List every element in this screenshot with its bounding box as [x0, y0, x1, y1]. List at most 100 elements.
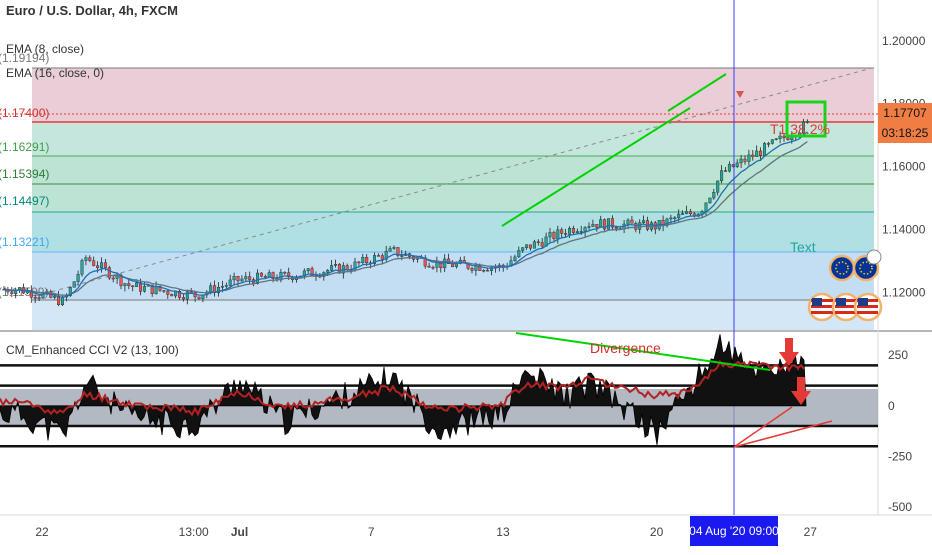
cci-red-line-2[interactable] [733, 406, 793, 448]
candle-body [135, 282, 139, 287]
candle-body [423, 257, 427, 267]
event-count-badge-icon [866, 249, 882, 265]
eu-flag-icon[interactable] [828, 254, 856, 282]
fib-trend-dashed-line[interactable] [35, 67, 873, 297]
candle-body [552, 232, 556, 240]
fib-zone-6 [32, 252, 874, 300]
ema-8-line[interactable] [3, 131, 808, 298]
candle-body [630, 219, 634, 224]
candle-body [99, 262, 103, 268]
candle-body [189, 291, 193, 293]
candle-body [587, 226, 591, 228]
candle-body [107, 267, 111, 279]
candle-body [197, 296, 201, 300]
last-price-tag [878, 103, 932, 123]
candle-body [575, 231, 579, 233]
candle-body [747, 154, 751, 162]
candle-body [263, 276, 267, 278]
candle-body [579, 231, 583, 233]
candle-body [376, 255, 380, 257]
candle-body [513, 256, 517, 261]
candle-body [482, 269, 486, 272]
candle-body [232, 276, 236, 281]
candle-body [478, 265, 482, 271]
candle-body [127, 283, 131, 287]
candle-body [708, 197, 712, 204]
candle-body [33, 297, 37, 299]
candle-body [591, 224, 595, 227]
divergence-label: Divergence [590, 340, 661, 356]
candle-body [564, 233, 568, 235]
candle-body [727, 164, 731, 172]
divergence-line[interactable] [515, 332, 771, 371]
candle-body [185, 291, 189, 300]
cci-signal-line[interactable] [0, 359, 805, 417]
ema-16-line[interactable] [3, 141, 808, 296]
last-price-value: 1.17707 [883, 106, 927, 120]
us-flag-icon[interactable] [807, 292, 837, 322]
candle-body [685, 211, 689, 214]
candle-body [766, 143, 770, 145]
candle-body [37, 297, 41, 299]
time-tick-label: 7 [368, 525, 375, 539]
us-flag-icon[interactable] [853, 292, 883, 322]
candle-body [548, 232, 552, 238]
candle-body [778, 135, 782, 139]
fib-retracement[interactable] [32, 67, 874, 330]
candle-body [306, 268, 310, 272]
time-tick-label: 13 [496, 525, 510, 539]
candle-body [162, 290, 166, 292]
candle-body [610, 218, 614, 228]
candle-body [681, 213, 685, 215]
event-icons[interactable] [807, 249, 883, 322]
text-annotation[interactable]: Text [790, 239, 816, 255]
candle-body [673, 217, 677, 219]
candle-body [181, 297, 185, 300]
candle-body [158, 285, 162, 291]
ema-16-legend[interactable]: EMA (16, close, 0) [6, 66, 104, 80]
upper-trendline[interactable] [667, 73, 727, 112]
ema-8-legend[interactable]: EMA (8, close) [6, 42, 84, 56]
candle-body [240, 278, 244, 282]
candle-body [669, 217, 673, 220]
candle-body [521, 247, 525, 251]
cci-legend[interactable]: CM_Enhanced CCI V2 (13, 100) [6, 343, 179, 357]
candle-body [220, 286, 224, 288]
support-trendline[interactable] [501, 107, 691, 227]
candle-body [388, 248, 392, 252]
time-tick-label: 13:00 [179, 525, 209, 539]
fib-label-3: (1.16291) [0, 140, 49, 154]
candle-body [53, 295, 57, 298]
cci-red-line-1[interactable] [733, 420, 833, 448]
price-tick-label: 1.20000 [882, 34, 926, 48]
candle-body [735, 162, 739, 168]
price-tick-label: 1.16000 [882, 160, 926, 174]
candle-body [774, 138, 778, 140]
candle-body [236, 276, 240, 282]
candle-body [373, 255, 377, 264]
candle-body [517, 250, 521, 258]
target-box[interactable] [785, 100, 827, 138]
candle-body [68, 287, 72, 296]
candle-body [704, 202, 708, 212]
candle-body [96, 265, 100, 268]
candle-body [357, 261, 361, 264]
candle-body [326, 270, 330, 273]
cci-tick-label: 0 [888, 399, 895, 413]
candle-body [805, 121, 809, 123]
candle-body [556, 229, 560, 240]
candle-body [427, 265, 431, 268]
cci-axis[interactable]: 250 0 -250 -500 [888, 348, 912, 514]
candle-body [61, 296, 65, 306]
countdown-value: 03:18:25 [882, 126, 929, 140]
us-flag-icon[interactable] [831, 292, 861, 322]
candle-body [603, 219, 607, 230]
candle-body [76, 274, 80, 282]
candle-body [142, 286, 146, 292]
candle-body [529, 244, 533, 249]
candle-body [154, 285, 158, 295]
